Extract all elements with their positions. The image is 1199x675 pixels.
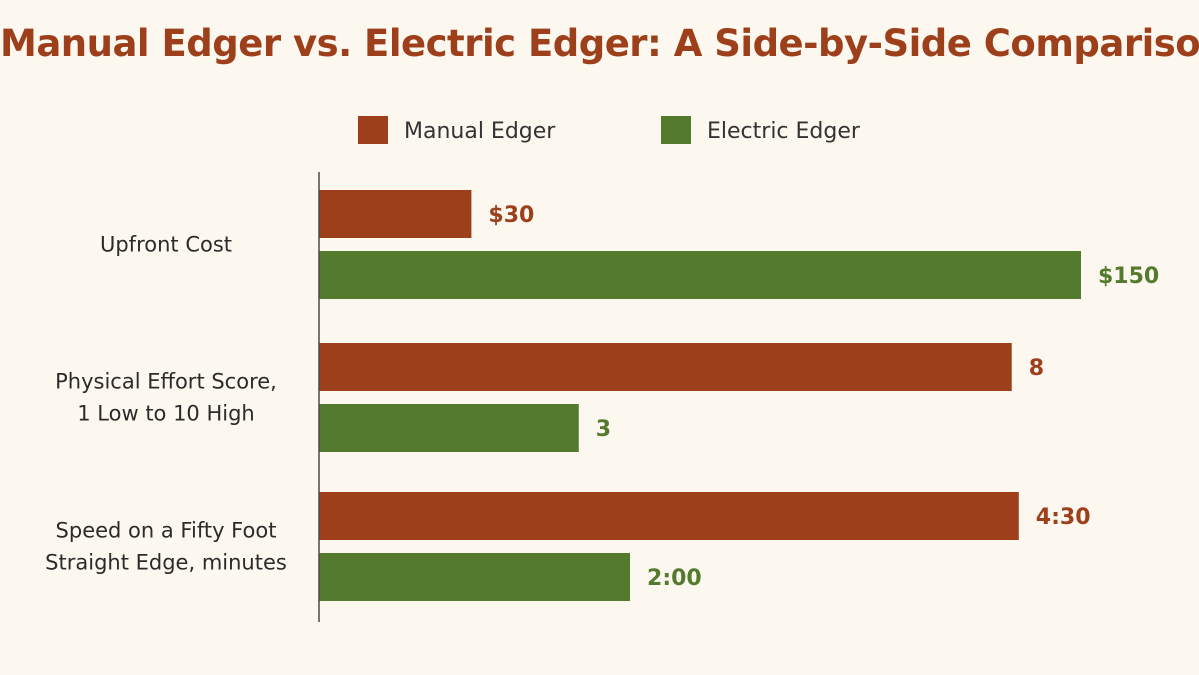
value-label-electric-3: 2:00 — [647, 566, 702, 591]
category-labels: Upfront Cost Physical Effort Score, 1 Low … — [45, 233, 287, 575]
category-label-1-line-1: Upfront Cost — [100, 233, 232, 257]
category-label-3-line-2: Straight Edge, minutes — [45, 551, 287, 575]
bar-electric-1 — [319, 251, 1081, 299]
legend-swatch-2 — [661, 116, 691, 144]
value-label-manual-1: $30 — [488, 203, 534, 228]
bars — [319, 190, 1081, 601]
bar-manual-3 — [319, 492, 1019, 540]
value-label-manual-2: 8 — [1029, 356, 1044, 381]
value-label-electric-1: $150 — [1098, 264, 1159, 289]
legend-swatch-1 — [358, 116, 388, 144]
chart-title: Manual Edger vs. Electric Edger: A Side-… — [0, 22, 1199, 65]
category-label-2-line-2: 1 Low to 10 High — [77, 402, 255, 426]
legend-label-1: Manual Edger — [404, 119, 556, 144]
value-labels: $30 $150 8 3 4:30 2:00 — [488, 203, 1159, 591]
bar-electric-3 — [319, 553, 631, 601]
bar-manual-1 — [319, 190, 472, 238]
category-label-2-line-1: Physical Effort Score, — [55, 370, 277, 394]
bar-manual-2 — [319, 343, 1012, 391]
legend-label-2: Electric Edger — [707, 119, 861, 144]
legend: Manual Edger Electric Edger — [358, 116, 861, 144]
value-label-manual-3: 4:30 — [1036, 505, 1091, 530]
category-label-3-line-1: Speed on a Fifty Foot — [56, 519, 277, 543]
value-label-electric-2: 3 — [596, 417, 611, 442]
bar-electric-2 — [319, 404, 579, 452]
